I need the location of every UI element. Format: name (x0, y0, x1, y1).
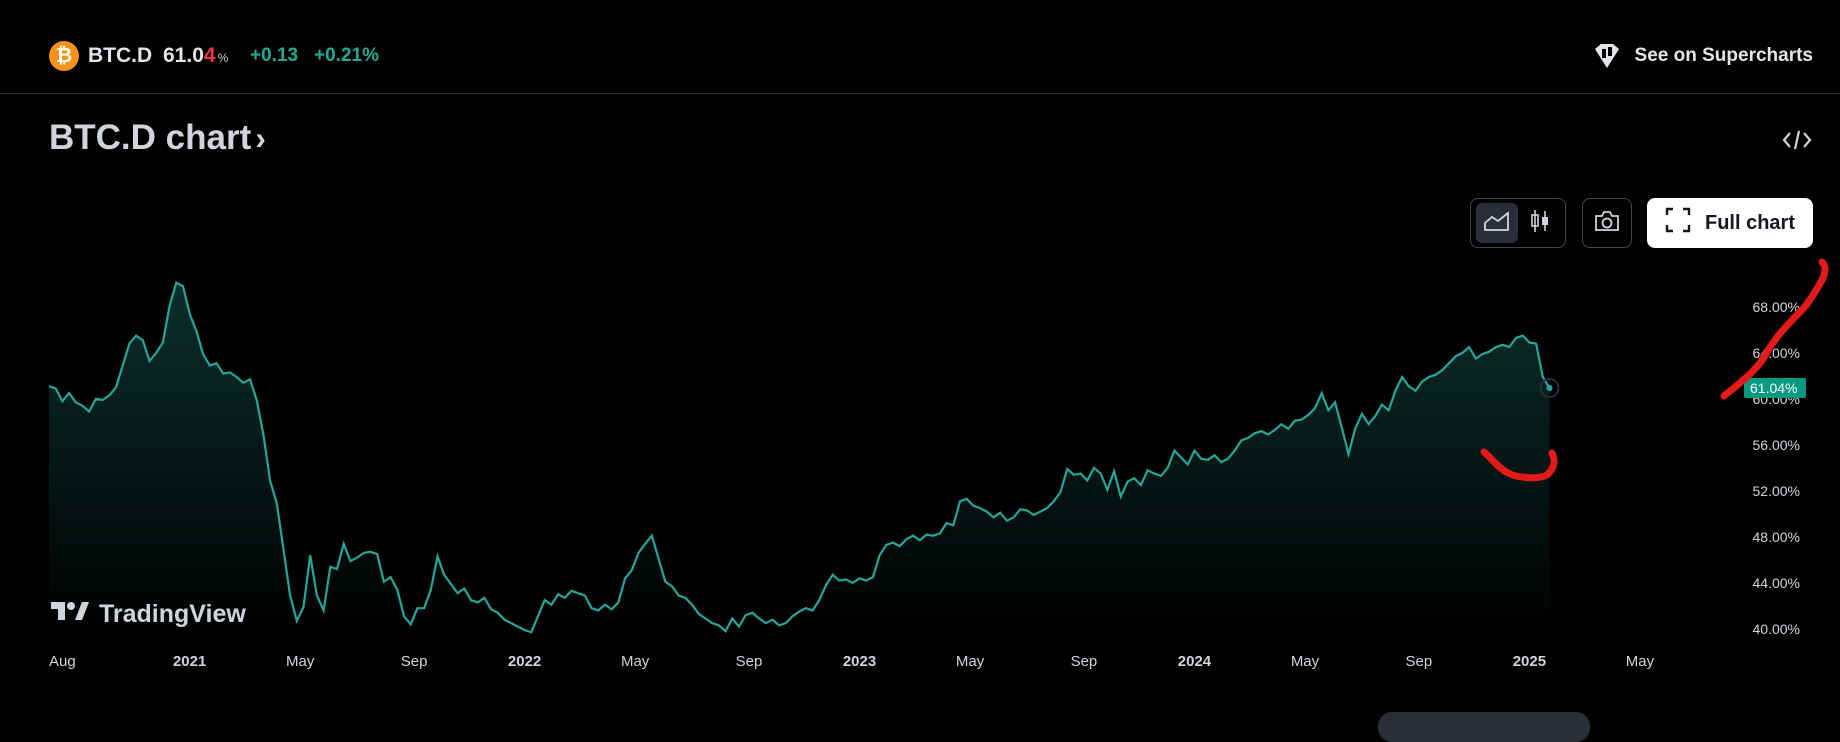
x-tick-label: May (1291, 653, 1320, 670)
x-tick-label: 2025 (1513, 653, 1546, 670)
y-tick-label: 48.00% (1753, 529, 1800, 545)
y-tick-label: 52.00% (1753, 483, 1800, 499)
full-chart-label: Full chart (1704, 211, 1795, 234)
annotation-arrow-stroke (1720, 258, 1829, 400)
last-value-ring (1539, 378, 1560, 399)
bitcoin-icon: ₿ (49, 41, 79, 71)
supercharts-label: See on Supercharts (1634, 45, 1813, 66)
x-tick-label: Sep (736, 653, 763, 670)
ticker-symbol[interactable]: BTC.D (88, 44, 153, 67)
x-tick-label: 2021 (173, 653, 206, 670)
x-tick-label: Sep (1406, 653, 1433, 670)
symbol-header: ₿ BTC.D 61.04% +0.13 +0.21% See on Super… (0, 0, 1840, 94)
price-unit: % (217, 51, 229, 65)
candles-chart-button[interactable] (1519, 203, 1561, 243)
x-tick-label: 2023 (843, 653, 876, 670)
tradingview-logo-icon (51, 600, 89, 629)
supercharts-icon (1591, 41, 1623, 71)
embed-code-icon[interactable] (1782, 128, 1812, 157)
y-tick-label: 40.00% (1753, 621, 1800, 637)
hand-drawn-annotations (1480, 258, 1829, 482)
y-tick-label: 44.00% (1753, 575, 1800, 591)
series-line (48, 281, 1551, 634)
chart-title-link[interactable]: BTC.D chart › (49, 118, 266, 158)
chevron-right-icon: › (255, 119, 266, 156)
x-tick-label: May (621, 653, 650, 670)
x-tick-label: May (956, 653, 985, 670)
last-value-dot (1546, 385, 1553, 392)
tradingview-logo[interactable]: TradingView (51, 600, 246, 629)
y-tick-label: 56.00% (1753, 437, 1800, 453)
x-tick-label: 2024 (1178, 653, 1212, 670)
current-value-badge (1744, 378, 1806, 399)
price-last-digit: 4 (203, 44, 216, 67)
price-change: +0.13 (250, 45, 299, 66)
x-tick-label: May (1626, 653, 1655, 670)
y-tick-label: 68.00% (1753, 299, 1800, 315)
annotation-smile-stroke (1480, 448, 1558, 482)
area-chart-icon (1483, 210, 1511, 237)
area-fill (49, 282, 1550, 636)
x-tick-label: Sep (401, 653, 428, 670)
bottom-panel-handle[interactable] (1378, 712, 1590, 742)
chart-title: BTC.D chart (49, 118, 252, 157)
fullscreen-icon (1665, 207, 1691, 239)
x-tick-label: Sep (1071, 653, 1098, 670)
price-chart[interactable]: 68.00%64.00%60.00%56.00%52.00%48.00%44.0… (0, 250, 1840, 680)
candlestick-icon (1529, 208, 1551, 239)
tradingview-logo-text: TradingView (99, 600, 246, 628)
full-chart-button[interactable]: Full chart (1647, 198, 1813, 248)
see-on-supercharts-link[interactable]: See on Supercharts (1591, 38, 1813, 74)
price-main: 61.0 (163, 44, 204, 67)
last-price: 61.04% (163, 41, 228, 73)
chart-style-toggle (1470, 198, 1566, 248)
x-tick-label: Aug (49, 653, 76, 670)
area-chart-button[interactable] (1475, 203, 1518, 243)
price-change-percent: +0.21% (314, 45, 379, 66)
x-tick-label: 2022 (508, 653, 541, 670)
x-tick-label: May (286, 653, 315, 670)
current-value-label: 61.04% (1750, 380, 1797, 396)
screenshot-button[interactable] (1582, 198, 1632, 248)
camera-icon (1593, 209, 1621, 238)
